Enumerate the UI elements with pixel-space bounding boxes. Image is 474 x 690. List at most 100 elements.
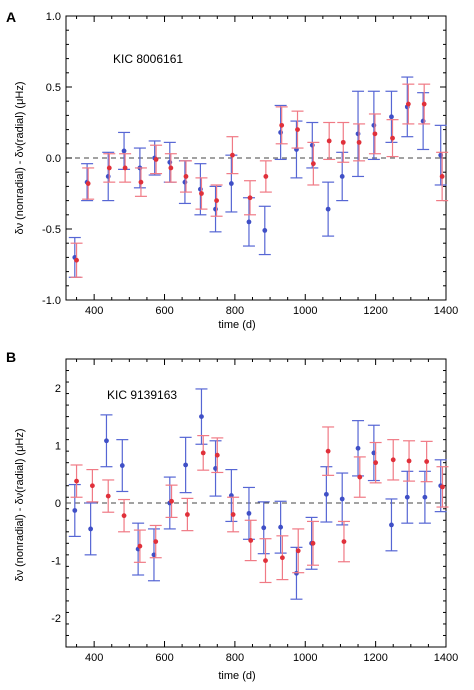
panel-b-xtick-label: 1000 [293,652,317,664]
panel-b: B KIC 9139163 time (d) δν (nonradial) - … [6,349,458,682]
panel-a-blue-point [105,174,111,179]
panel-a-red-point [279,122,285,128]
panel-a-red-point [183,174,189,179]
panel-b-blue-point [183,462,189,468]
panel-b-blue-point [278,524,284,530]
panel-b-blue-point [88,526,94,532]
panel-a-blue-point [198,186,203,192]
panel-b-blue-point [199,414,204,419]
panel-a-red-point [230,152,235,158]
panel-a-xtick-label: 1000 [293,305,317,317]
panel-b-xtick-label: 400 [85,652,103,664]
panel-a-red-point [372,131,378,137]
panel-a-xtick-label: 800 [226,305,244,317]
panel-a-red-point [310,161,316,167]
panel-a-blue-point [246,219,252,225]
panel-b-red-point [390,457,396,463]
panel-a-blue-point [262,228,268,233]
panel-a-blue-point [228,181,234,186]
panel-b-blue-point [72,508,78,513]
panel-b-blue-point [246,510,252,516]
panel-b-red-point [184,512,190,517]
panel-b-xtick-label: 1200 [363,652,387,664]
panel-a-annotation: KIC 8006161 [113,52,183,66]
panel-a-ylabel: δν (nonradial) - δν(radial) (μHz) [14,81,26,234]
panel-b-blue-point [261,525,267,531]
panel-b-red-point [137,543,143,549]
panel-b-blue-point [339,496,345,502]
panel-a-red-point [247,195,253,201]
panel-b-red-point [200,450,206,456]
panel-a-red-point [340,139,346,145]
panel-b-red-point [263,558,268,563]
panel-a-xtick-label: 1400 [434,305,458,317]
panel-a-ytick-label: 1.0 [46,11,61,23]
panel-a-blue-point [355,131,361,137]
panel-b-red-point [89,483,95,489]
panel-a-xlabel: time (d) [218,319,255,331]
panel-b-ytick-label: 2 [55,383,61,395]
panel-b-red-point [105,493,111,499]
panel-a-red-point [138,179,144,185]
panel-a-blue-point [167,159,173,165]
panel-a-blue-point [213,206,218,212]
panel-a-blue-point [389,114,394,120]
panel-b-red-point [406,458,412,464]
panel-a-red-point [85,181,91,186]
panel-a-red-point [74,257,79,263]
panel-b-letter: B [6,349,16,365]
panel-b-red-point [295,548,301,554]
panel-b-red-point [279,555,285,561]
panel-a-red-point [122,165,128,171]
panel-a-ytick-label: 0.0 [46,153,61,165]
panel-a-xtick-label: 400 [85,305,103,317]
panel-b-red-point [230,512,236,517]
panel-b-red-point [440,484,445,490]
panel-b-blue-point [104,438,109,444]
panel-a-red-point [295,127,300,132]
panel-b-blue-point [404,494,410,500]
panel-a-red-point [421,101,427,107]
panel-b-red-point [214,452,220,458]
panel-b-xtick-label: 800 [226,652,244,664]
panel-a-xtick-label: 1200 [363,305,387,317]
panel-a-ytick-label: 0.5 [46,82,61,94]
panel-a-letter: A [6,9,16,25]
panel-b-red-point [325,448,331,454]
panel-a-blue-point [420,118,426,124]
panel-b-red-point [424,459,430,464]
panel-b-blue-point [119,463,125,468]
panel-b-red-point [121,513,127,519]
panel-b-red-point [310,540,316,546]
panel-a-red-point [390,135,395,141]
panel-a-ytick-label: -1.0 [42,295,61,307]
panel-b-red-point [248,538,254,543]
panel-b-ylabel: δν (nonradial) - δν(radial) (μHz) [14,428,26,581]
panel-b-red-point [74,478,79,484]
panel-a-red-point [439,174,445,179]
panel-a-blue-point [121,148,127,154]
panel-b-blue-point [422,494,428,500]
panel-a-red-point [214,198,219,204]
panel-a-red-point [153,157,159,162]
panel-b-ytick-label: 0 [55,498,61,510]
panel-a-blue-point [182,179,188,185]
panel-a-red-point [326,138,332,144]
panel-a-red-point [405,101,411,107]
panel-b-red-point [153,539,159,544]
panel-b-blue-point [389,522,394,528]
panel-b-ytick-label: -1 [51,556,61,568]
panel-b-red-point [357,474,363,480]
panel-b-ytick-label: 1 [55,440,61,452]
panel-a-blue-point [309,142,315,148]
panel-a-blue-point [339,174,345,179]
panel-a-red-point [356,139,362,145]
panel-a-red-point [263,174,269,179]
panel-a-red-point [199,191,204,196]
panel-b-ytick-label: -2 [51,613,61,625]
panel-b-red-point [373,460,379,466]
panel-a-blue-point [278,130,284,135]
panel-b-xtick-label: 600 [155,652,173,664]
panel-b-red-point [341,539,347,544]
